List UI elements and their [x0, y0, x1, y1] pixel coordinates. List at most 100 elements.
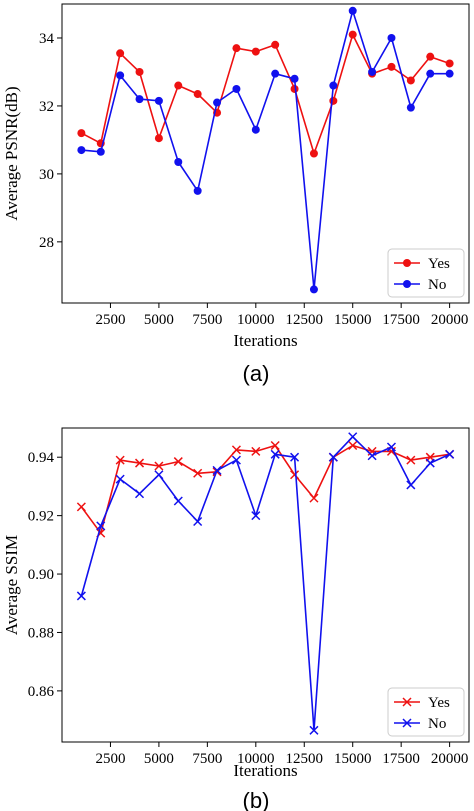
- data-point: [231, 445, 241, 455]
- data-point: [174, 157, 183, 166]
- x-tick-label: 10000: [237, 751, 275, 767]
- data-point: [115, 455, 125, 465]
- data-point: [193, 516, 203, 527]
- data-point: [328, 452, 338, 462]
- marker-stroke: [425, 458, 435, 468]
- data-point: [445, 69, 454, 78]
- marker-stroke: [154, 461, 164, 471]
- chart-panel-psnr: 2500 5000 7500 10000 12500 15000 17500 20000 28 3…: [2, 3, 470, 386]
- marker-stroke: [328, 452, 338, 462]
- marker-stroke: [134, 489, 145, 499]
- marker-stroke: [193, 468, 203, 478]
- marker-stroke: [231, 455, 241, 465]
- legend-swatch-marker: [403, 259, 411, 267]
- marker-stroke: [76, 591, 86, 601]
- legend-swatch-marker: [402, 718, 412, 728]
- y-tick-label: 30: [39, 167, 54, 183]
- x-tick-label: 10000: [237, 312, 275, 328]
- legend-box: [387, 248, 465, 298]
- y-axis-label: Average SSIM: [2, 535, 21, 635]
- marker-stroke: [115, 474, 125, 484]
- data-point: [116, 49, 125, 58]
- x-tick-label: 12500: [286, 312, 324, 328]
- x-tick-label: 15000: [334, 312, 372, 328]
- data-point: [348, 30, 357, 39]
- data-point: [348, 432, 358, 442]
- data-point: [154, 134, 163, 143]
- figure-caption: (a): [243, 361, 270, 386]
- data-point: [154, 96, 163, 105]
- data-point: [76, 591, 86, 601]
- y-tick-label: 0.92: [28, 509, 54, 525]
- data-point: [348, 6, 357, 15]
- data-point: [232, 84, 241, 93]
- data-point: [387, 33, 396, 42]
- data-point: [96, 147, 105, 156]
- data-point: [115, 474, 125, 484]
- series-line-no: [80, 435, 450, 732]
- data-point: [290, 84, 299, 93]
- marker-stroke: [290, 452, 300, 462]
- x-tick-label: 2500: [95, 312, 125, 328]
- data-point: [368, 67, 377, 76]
- y-tick-label: 34: [39, 31, 55, 47]
- chart-panel-ssim: 2500 5000 7500 10000 12500 15000 17500 20000 0.8…: [2, 427, 470, 811]
- data-point: [271, 69, 280, 78]
- figure-caption: (b): [243, 788, 270, 811]
- data-point: [329, 81, 338, 90]
- plot-frame: [61, 3, 470, 304]
- data-point: [77, 146, 86, 155]
- data-point: [251, 511, 261, 521]
- data-point: [348, 440, 358, 451]
- marker-stroke: [270, 449, 280, 459]
- series-line-no: [81, 10, 450, 291]
- marker-stroke: [212, 465, 222, 475]
- marker-stroke: [76, 502, 86, 512]
- data-point: [193, 90, 202, 99]
- marker-stroke: [290, 470, 300, 480]
- data-point: [251, 125, 260, 134]
- data-point: [271, 40, 280, 49]
- legend: Yes No: [387, 687, 465, 737]
- x-tick-label: 17500: [382, 751, 420, 767]
- legend-label: Yes: [428, 695, 450, 711]
- y-tick-label: 32: [39, 99, 54, 115]
- marker-stroke: [96, 521, 106, 531]
- data-point: [154, 470, 164, 480]
- marker-stroke: [348, 432, 358, 442]
- data-point: [329, 96, 338, 105]
- legend-label: No: [428, 716, 446, 732]
- x-tick-label: 5000: [144, 312, 174, 328]
- data-point: [445, 449, 455, 459]
- marker-stroke: [445, 449, 455, 459]
- x-tick-label: 7500: [192, 751, 222, 767]
- marker-stroke: [406, 455, 416, 465]
- marker-stroke: [173, 457, 183, 467]
- legend-label: No: [428, 277, 446, 293]
- x-tick-label: 12500: [286, 751, 324, 767]
- marker-stroke: [402, 718, 412, 728]
- marker-stroke: [270, 440, 280, 451]
- data-point: [173, 496, 183, 506]
- y-axis-label: Average PSNR(dB): [2, 86, 21, 220]
- data-point: [134, 489, 145, 499]
- x-tick-label: 7500: [192, 312, 222, 328]
- x-tick-label: 20000: [431, 751, 469, 767]
- marker-stroke: [251, 511, 261, 521]
- data-point: [406, 103, 415, 112]
- x-tick-label: 17500: [382, 312, 420, 328]
- y-tick-label: 0.86: [28, 684, 55, 700]
- x-axis-label: Iterations: [233, 761, 297, 780]
- data-point: [135, 95, 144, 104]
- series-line-yes: [81, 33, 450, 155]
- data-point: [173, 457, 183, 467]
- marker-stroke: [402, 697, 412, 707]
- data-point: [270, 449, 280, 459]
- data-point: [77, 129, 86, 138]
- data-point: [309, 149, 318, 158]
- data-point: [426, 52, 435, 61]
- data-point: [270, 440, 280, 451]
- y-tick-label: 28: [39, 235, 54, 251]
- data-point: [406, 76, 415, 85]
- marker-stroke: [251, 446, 261, 456]
